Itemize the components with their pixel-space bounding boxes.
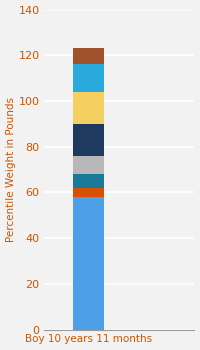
Bar (73, 48, 104, 64)
Bar (73, 156, 104, 174)
Bar (73, 124, 104, 156)
Bar (73, 188, 104, 197)
Bar (73, 174, 104, 188)
Bar (73, 197, 104, 330)
Y-axis label: Percentile Weight in Pounds: Percentile Weight in Pounds (6, 97, 16, 242)
Bar (73, 92, 104, 124)
Bar (73, 64, 104, 92)
